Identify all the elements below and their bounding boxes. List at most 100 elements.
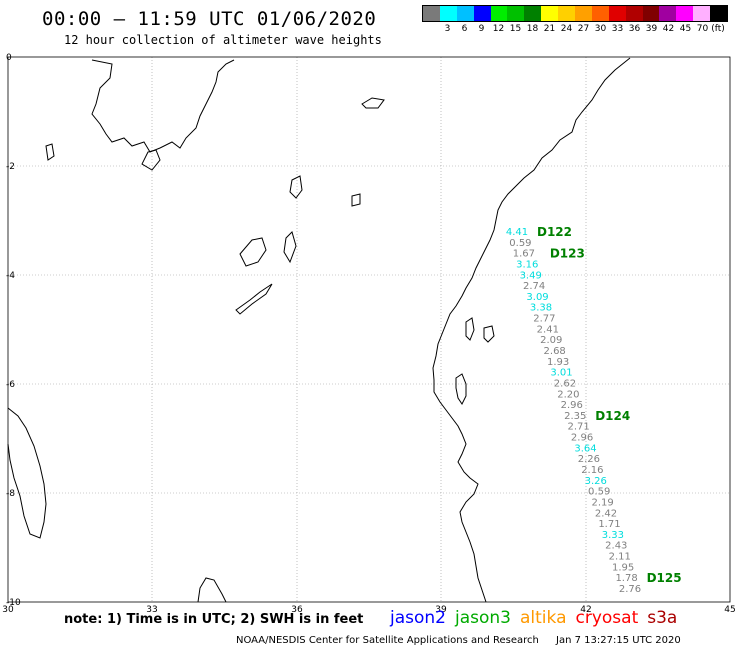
legend-label: 42 [662, 24, 675, 34]
swh-value: 1.67 [513, 249, 535, 260]
swh-value: 2.62 [554, 378, 576, 389]
swh-value: 3.09 [526, 292, 548, 303]
legend-label: 9 [478, 24, 485, 34]
swh-value: 3.26 [585, 476, 607, 487]
swh-value: 2.09 [540, 335, 562, 346]
legend-label: 27 [577, 24, 590, 34]
y-tick-label: -10 [6, 598, 21, 608]
swh-value: 2.76 [619, 584, 641, 595]
pass-label: D124 [595, 409, 630, 423]
lat-lon-grid [8, 57, 730, 602]
legend-swatch [625, 6, 643, 21]
swh-value: 1.93 [547, 357, 569, 368]
chart-subtitle: 12 hour collection of altimeter wave hei… [64, 33, 382, 47]
swh-value: 3.49 [520, 270, 542, 281]
satellite-label: altika [520, 608, 567, 628]
legend-swatch [710, 6, 728, 21]
legend-swatch [659, 6, 677, 21]
legend-label: 39 [645, 24, 658, 34]
y-tick-label: -4 [6, 271, 15, 281]
x-tick-label: 45 [724, 605, 735, 615]
swh-value: 4.41 [506, 227, 528, 238]
legend-label: 18 [526, 24, 539, 34]
legend-swatch [490, 6, 508, 21]
legend-swatch [558, 6, 576, 21]
y-tick-label: -2 [6, 162, 15, 172]
coastline [7, 57, 631, 603]
pass-label: D123 [550, 247, 585, 261]
legend-swatch [507, 6, 525, 21]
inland-lake-1 [239, 237, 267, 267]
generated-timestamp: Jan 7 13:27:15 UTC 2020 [556, 635, 681, 646]
color-legend: 3 6 9 12 15 18 21 24 27 30 33 36 39 42 45 70 (ft) [422, 5, 728, 34]
y-tick-label: -8 [6, 489, 15, 499]
swh-value: 2.11 [609, 552, 631, 563]
swh-value: 1.95 [612, 562, 634, 573]
lake-malawi-shore [197, 577, 227, 603]
legend-label: 24 [560, 24, 573, 34]
satellite-legend: jason2 jason3 altika cryosat s3a [390, 608, 686, 628]
pemba-island [455, 373, 467, 405]
lake-victoria-shore [91, 59, 235, 153]
swh-value: 3.01 [550, 368, 572, 379]
legend-swatch [439, 6, 457, 21]
legend-swatch [591, 6, 609, 21]
swh-value: 2.71 [568, 422, 590, 433]
africa-coastline [432, 57, 631, 603]
swh-value: 2.77 [533, 314, 555, 325]
legend-swatch [575, 6, 592, 21]
legend-swatches [422, 5, 728, 22]
legend-label: 36 [628, 24, 641, 34]
legend-label: 33 [611, 24, 624, 34]
footer-note: note: 1) Time is in UTC; 2) SWH is in fe… [64, 612, 364, 627]
legend-swatch [473, 6, 491, 21]
lake-tanganyika-shore [7, 407, 47, 539]
legend-unit: (ft) [711, 24, 725, 34]
inland-lake-5 [351, 193, 361, 207]
swh-value: 2.19 [591, 497, 613, 508]
chart-title: 00:00 – 11:59 UTC 01/06/2020 [42, 8, 377, 30]
inland-lake-7 [45, 143, 55, 161]
swh-value: 2.68 [544, 346, 566, 357]
swh-value: 3.64 [574, 443, 596, 454]
legend-label: 6 [461, 24, 468, 34]
map-frame [7, 56, 731, 603]
x-tick-label: 33 [146, 605, 157, 615]
legend-swatch [642, 6, 660, 21]
legend-swatch [541, 6, 559, 21]
pass-label: D122 [537, 225, 572, 239]
swh-value: 3.33 [602, 530, 624, 541]
legend-label: 3 [444, 24, 451, 34]
legend-swatch [608, 6, 626, 21]
credit-line: NOAA/NESDIS Center for Satellite Applica… [236, 635, 681, 646]
swh-value: 2.42 [595, 508, 617, 519]
inland-lake-3 [289, 175, 303, 199]
swh-value: 2.35 [564, 411, 586, 422]
legend-swatch [693, 6, 711, 21]
swh-value: 2.20 [557, 389, 579, 400]
x-tick-label: 42 [580, 605, 591, 615]
satellite-label: jason2 [390, 608, 446, 628]
swh-value: 1.78 [615, 573, 637, 584]
x-tick-label: 36 [291, 605, 303, 615]
legend-label: 30 [594, 24, 607, 34]
swh-value: 2.16 [581, 465, 603, 476]
swh-value: 3.16 [516, 259, 538, 270]
legend-swatch [456, 6, 474, 21]
swh-value: 1.71 [598, 519, 620, 530]
y-tick-label: 0 [6, 53, 12, 63]
zanzibar-island [465, 317, 475, 341]
x-tick-label: 39 [435, 605, 447, 615]
legend-label: 45 [679, 24, 692, 34]
legend-swatch [423, 6, 440, 21]
mafia-island [483, 325, 495, 343]
satellite-label: cryosat [575, 608, 639, 628]
swh-value: 3.38 [530, 303, 552, 314]
legend-swatch [524, 6, 542, 21]
swh-value: 2.26 [578, 454, 600, 465]
legend-swatch [676, 6, 694, 21]
legend-label: 12 [492, 24, 505, 34]
swh-value: 2.41 [537, 324, 559, 335]
swh-value: 0.59 [588, 487, 610, 498]
credit-text: NOAA/NESDIS Center for Satellite Applica… [236, 635, 539, 646]
